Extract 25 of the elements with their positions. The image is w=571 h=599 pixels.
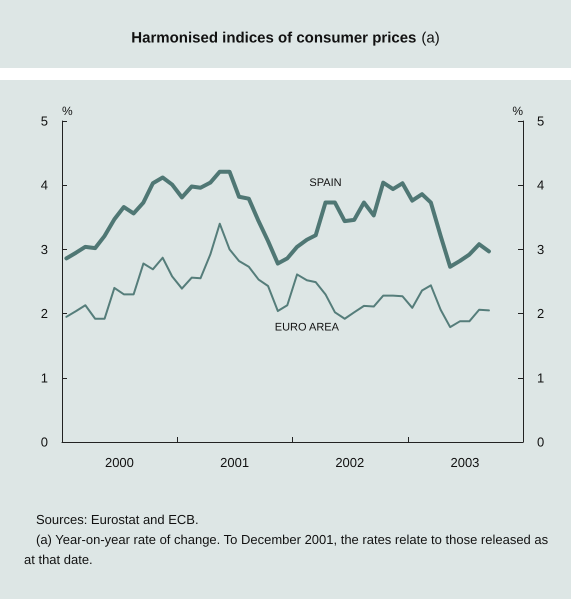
y-tick-label: 3 xyxy=(40,242,48,257)
y-axis-title: % xyxy=(62,104,73,118)
x-tick-label: 2003 xyxy=(450,455,480,470)
y2-tick-label: 1 xyxy=(537,370,544,386)
y2-tick-label: 0 xyxy=(537,434,544,450)
x-tick-label: 2001 xyxy=(220,455,250,470)
x-tick-label: 2000 xyxy=(104,455,134,470)
series-label: EURO AREA xyxy=(274,322,340,334)
y2-tick-label: 4 xyxy=(537,178,544,193)
y-tick-label: 2 xyxy=(40,306,48,322)
source-note: Sources: Eurostat and ECB. xyxy=(35,511,200,529)
text: (a) Year-on-year rate of change. To December 2001, the rates relate to those released as at that date. xyxy=(24,531,550,569)
y2-axis-title: % xyxy=(512,104,524,118)
y-tick-label: 5 xyxy=(40,114,48,128)
chart-title: Harmonised indices of consumer prices xyxy=(131,30,416,46)
y2-tick-label: 3 xyxy=(537,242,544,257)
y-tick-label: 1 xyxy=(40,370,48,386)
x-tick-label: 2002 xyxy=(335,455,364,470)
y-tick-label: 0 xyxy=(40,434,48,450)
y2-tick-label: 2 xyxy=(537,306,544,322)
y-tick-label: 4 xyxy=(40,178,48,193)
y2-tick-label: 5 xyxy=(537,114,544,128)
series-label: SPAIN xyxy=(309,177,342,190)
line-series xyxy=(64,170,491,269)
chart-subtitle: (a) xyxy=(421,30,440,46)
